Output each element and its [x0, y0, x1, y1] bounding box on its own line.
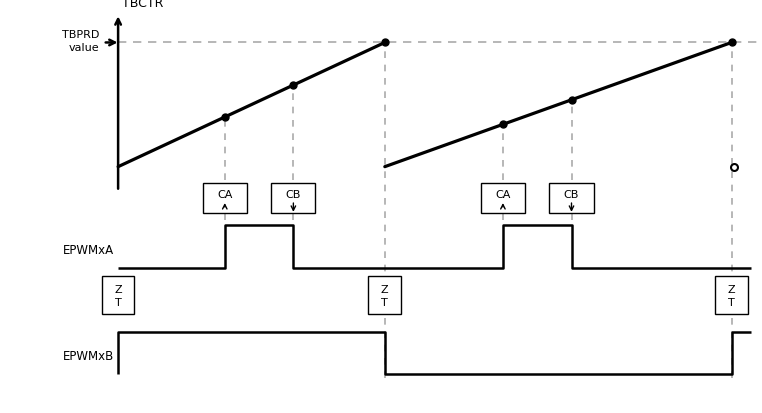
Text: EPWMxB: EPWMxB — [63, 349, 114, 362]
Text: T: T — [115, 297, 121, 307]
Text: Z: Z — [114, 285, 122, 295]
Bar — [368, 277, 401, 314]
Text: CB: CB — [564, 190, 579, 200]
Bar — [481, 183, 525, 213]
Bar — [549, 183, 594, 213]
Text: CB: CB — [286, 190, 301, 200]
Bar — [203, 183, 247, 213]
Text: EPWMxA: EPWMxA — [63, 243, 114, 256]
Text: TBCTR: TBCTR — [122, 0, 163, 10]
Text: Z: Z — [728, 285, 735, 295]
Text: TBPRD
value: TBPRD value — [62, 30, 99, 52]
Bar — [102, 277, 134, 314]
Text: T: T — [728, 297, 735, 307]
Text: T: T — [382, 297, 388, 307]
Bar — [271, 183, 315, 213]
Text: Z: Z — [381, 285, 389, 295]
Bar — [716, 277, 748, 314]
Text: CA: CA — [217, 190, 232, 200]
Text: CA: CA — [495, 190, 511, 200]
